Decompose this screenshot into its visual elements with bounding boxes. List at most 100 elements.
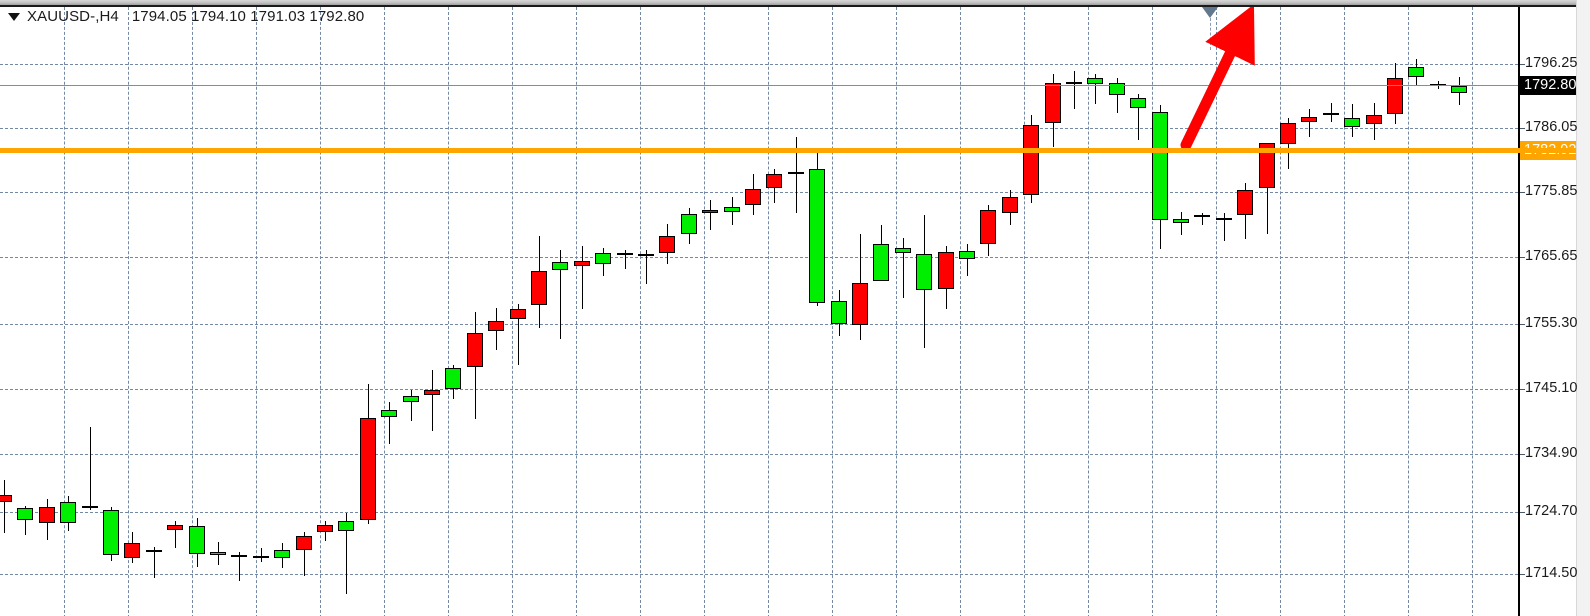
candle-body-bullish xyxy=(60,502,77,524)
price-tick-label: 1775.85 xyxy=(1525,183,1578,199)
candle-body-bearish xyxy=(937,252,954,289)
price-axis-separator xyxy=(1518,7,1520,616)
price-tick-dash xyxy=(1520,64,1525,65)
candle-body-bullish xyxy=(809,169,826,303)
candle-body-bearish xyxy=(766,174,783,188)
candle-wick xyxy=(1202,212,1203,226)
candle-body-bearish xyxy=(38,507,55,524)
candle-body-bearish xyxy=(702,209,719,213)
candle-doji xyxy=(252,555,269,558)
candle-wick xyxy=(239,552,240,581)
candle-wick xyxy=(646,250,647,284)
gridline-vertical xyxy=(896,7,897,616)
candle-body-bearish xyxy=(0,494,12,503)
price-tick-dash xyxy=(1520,257,1525,258)
candle-body-bullish xyxy=(552,262,569,271)
candle-body-bullish xyxy=(1344,117,1361,127)
gridline-vertical xyxy=(192,7,193,616)
candle-body-bearish xyxy=(167,524,184,530)
candle-doji xyxy=(81,506,98,508)
candle-wick xyxy=(796,136,797,213)
candle-doji xyxy=(638,253,654,256)
chart-plot-area[interactable] xyxy=(0,7,1518,616)
candle-wick xyxy=(582,246,583,309)
candle-body-bearish xyxy=(980,210,997,244)
candle-wick xyxy=(625,250,626,269)
candle-body-bearish xyxy=(1001,196,1018,213)
chart-frame[interactable]: 1796.25 1786.05 1775.85 1765.65 1755.30 1745.… xyxy=(0,5,1578,616)
gridline-horizontal xyxy=(0,128,1518,129)
price-axis[interactable]: 1796.25 1786.05 1775.85 1765.65 1755.30 1745.… xyxy=(1520,7,1578,616)
candle-wick xyxy=(1095,74,1096,105)
candle-wick xyxy=(175,520,176,549)
window-chrome-strip xyxy=(0,0,1590,5)
candle-wick xyxy=(389,402,390,444)
candle-body-bearish xyxy=(124,543,141,559)
candle-doji xyxy=(1066,81,1082,84)
candle-body-bearish xyxy=(488,321,505,331)
triangle-down-icon[interactable] xyxy=(8,12,20,21)
chart-header: XAUUSD-,H4 1794.05 1794.10 1791.03 1792.… xyxy=(8,8,364,25)
candle-body-bearish xyxy=(295,535,312,551)
candle-doji xyxy=(1322,112,1339,115)
candle-body-bearish xyxy=(573,261,590,266)
price-tick-label: 1714.50 xyxy=(1525,565,1578,581)
candle-wick xyxy=(90,427,91,511)
candle-body-bearish xyxy=(1023,124,1040,196)
price-tick-dash xyxy=(1520,128,1525,129)
candle-body-bullish xyxy=(1151,111,1168,221)
candle-doji xyxy=(1215,217,1232,220)
price-tick-dash xyxy=(1520,192,1525,193)
price-tick-label: 1765.65 xyxy=(1525,248,1578,264)
support-level-line[interactable] xyxy=(0,148,1576,153)
chart-symbol-label: XAUUSD-,H4 xyxy=(27,8,119,25)
chart-ohlc-label: 1794.05 1794.10 1791.03 1792.80 xyxy=(131,8,365,25)
candle-wick xyxy=(518,303,519,365)
candle-wick xyxy=(4,480,5,534)
candle-body-bullish xyxy=(723,206,740,212)
price-tick-dash xyxy=(1520,454,1525,455)
candle-wick xyxy=(154,547,155,579)
candle-body-bearish xyxy=(317,525,333,533)
candle-wick xyxy=(903,237,904,298)
candle-body-bullish xyxy=(830,301,847,324)
candle-doji xyxy=(616,253,633,256)
price-tick-dash xyxy=(1520,389,1525,390)
candle-body-bullish xyxy=(1173,219,1189,223)
candle-body-bullish xyxy=(873,243,890,282)
gridline-vertical xyxy=(960,7,961,616)
candle-doji xyxy=(145,549,162,552)
candle-body-bearish xyxy=(509,308,526,319)
candle-wick xyxy=(1138,94,1139,141)
candle-body-bearish xyxy=(1258,142,1275,188)
candle-body-bullish xyxy=(103,509,119,555)
candle-wick xyxy=(967,243,968,277)
candle-body-bullish xyxy=(188,525,205,555)
candle-body-bullish xyxy=(1130,98,1147,108)
candle-body-bearish xyxy=(1044,83,1061,123)
gridline-vertical xyxy=(576,7,577,616)
gridline-vertical xyxy=(1216,7,1217,616)
gridline-horizontal xyxy=(0,257,1518,258)
candle-doji xyxy=(1194,215,1211,218)
candle-body-bullish xyxy=(445,367,462,389)
candle-body-bullish xyxy=(1408,66,1425,77)
candle-doji xyxy=(231,554,248,557)
candle-body-bullish xyxy=(381,409,398,418)
gridline-vertical xyxy=(704,7,705,616)
candle-body-bearish xyxy=(659,236,676,254)
gridline-vertical xyxy=(640,7,641,616)
candle-wick xyxy=(411,389,412,422)
candle-body-bearish xyxy=(424,389,440,395)
last-price-level-line xyxy=(0,85,1518,86)
candle-wick xyxy=(1331,102,1332,122)
candle-wick xyxy=(1074,70,1075,110)
gridline-horizontal xyxy=(0,454,1518,455)
price-tick-label: 1755.30 xyxy=(1525,315,1578,331)
gridline-vertical xyxy=(768,7,769,616)
candle-doji xyxy=(787,171,804,174)
candle-body-bullish xyxy=(959,251,975,259)
candle-body-bearish xyxy=(1387,78,1403,115)
gridline-vertical xyxy=(1088,7,1089,616)
gridline-vertical xyxy=(384,7,385,616)
